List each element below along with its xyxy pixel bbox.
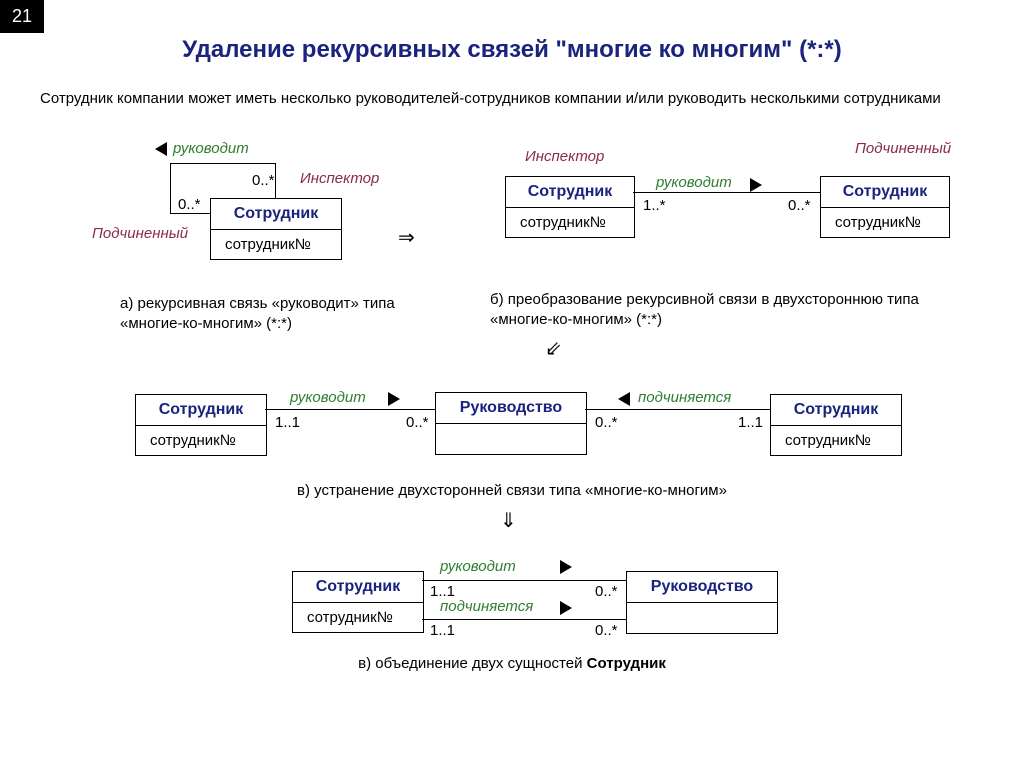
mult-c-2: 0..* bbox=[406, 414, 429, 431]
arrow-down-left: ⇙ bbox=[545, 336, 562, 361]
entity-attr: сотрудник№ bbox=[821, 208, 949, 237]
label-rukovodit-b: руководит bbox=[656, 174, 732, 191]
arrow-right: ⇒ bbox=[398, 225, 415, 250]
mult-d-4: 0..* bbox=[595, 622, 618, 639]
entity-c-mid: Руководство bbox=[435, 392, 587, 455]
label-podchinyaetsya-d: подчиняется bbox=[440, 598, 533, 615]
label-podchinyaetsya-c: подчиняется bbox=[638, 389, 731, 406]
caption-b: б) преобразование рекурсивной связи в дв… bbox=[490, 290, 930, 329]
line bbox=[422, 580, 626, 581]
mult-b-1: 1..* bbox=[643, 197, 666, 214]
mult-c-4: 1..1 bbox=[738, 414, 763, 431]
entity-attr: сотрудник№ bbox=[211, 230, 341, 259]
line bbox=[170, 163, 276, 164]
caption-c: в) устранение двухсторонней связи типа «… bbox=[0, 482, 1024, 499]
mult-c-1: 1..1 bbox=[275, 414, 300, 431]
entity-attr: сотрудник№ bbox=[506, 208, 634, 237]
main-title: Удаление рекурсивных связей "многие ко м… bbox=[0, 36, 1024, 64]
tri-right-icon bbox=[560, 601, 572, 615]
mult-a-2: 0..* bbox=[178, 196, 201, 213]
entity-attr: сотрудник№ bbox=[136, 426, 266, 455]
label-rukovodit-a: руководит bbox=[173, 140, 249, 157]
arrow-down: ⇓ bbox=[500, 508, 517, 533]
line bbox=[585, 409, 770, 410]
entity-attr: сотрудник№ bbox=[771, 426, 901, 455]
line bbox=[275, 163, 276, 198]
label-inspector-a: Инспектор bbox=[300, 170, 379, 187]
tri-right-icon bbox=[388, 392, 400, 406]
entity-c-left: Сотрудник сотрудник№ bbox=[135, 394, 267, 456]
entity-attr: сотрудник№ bbox=[293, 603, 423, 632]
entity-attr bbox=[436, 424, 586, 454]
entity-title: Сотрудник bbox=[211, 199, 341, 230]
mult-a-1: 0..* bbox=[252, 172, 275, 189]
line bbox=[170, 163, 171, 214]
entity-title: Сотрудник bbox=[506, 177, 634, 208]
entity-d-right: Руководство bbox=[626, 571, 778, 634]
line bbox=[265, 409, 435, 410]
entity-c-right: Сотрудник сотрудник№ bbox=[770, 394, 902, 456]
page-number: 21 bbox=[0, 0, 44, 33]
subtitle: Сотрудник компании может иметь несколько… bbox=[40, 90, 984, 107]
entity-d-left: Сотрудник сотрудник№ bbox=[292, 571, 424, 633]
caption-d: в) объединение двух сущностей Сотрудник bbox=[0, 655, 1024, 672]
entity-title: Руководство bbox=[627, 572, 777, 603]
mult-d-3: 1..1 bbox=[430, 622, 455, 639]
tri-left-icon bbox=[155, 142, 167, 156]
label-subordinate-a: Подчиненный bbox=[92, 225, 188, 242]
entity-b-right: Сотрудник сотрудник№ bbox=[820, 176, 950, 238]
entity-title: Сотрудник bbox=[136, 395, 266, 426]
line bbox=[170, 213, 210, 214]
label-rukovodit-d: руководит bbox=[440, 558, 516, 575]
entity-title: Руководство bbox=[436, 393, 586, 424]
label-subordinate-b: Подчиненный bbox=[855, 140, 951, 157]
entity-attr bbox=[627, 603, 777, 633]
line bbox=[422, 619, 626, 620]
mult-c-3: 0..* bbox=[595, 414, 618, 431]
label-inspector-b: Инспектор bbox=[525, 148, 604, 165]
tri-right-icon bbox=[750, 178, 762, 192]
entity-title: Сотрудник bbox=[821, 177, 949, 208]
entity-b-left: Сотрудник сотрудник№ bbox=[505, 176, 635, 238]
tri-left-icon bbox=[618, 392, 630, 406]
entity-a-sotrudnik: Сотрудник сотрудник№ bbox=[210, 198, 342, 260]
mult-d-2: 0..* bbox=[595, 583, 618, 600]
entity-title: Сотрудник bbox=[293, 572, 423, 603]
line bbox=[633, 192, 820, 193]
mult-b-2: 0..* bbox=[788, 197, 811, 214]
tri-right-icon bbox=[560, 560, 572, 574]
caption-a: а) рекурсивная связь «руководит» типа «м… bbox=[120, 294, 430, 333]
entity-title: Сотрудник bbox=[771, 395, 901, 426]
label-rukovodit-c: руководит bbox=[290, 389, 366, 406]
